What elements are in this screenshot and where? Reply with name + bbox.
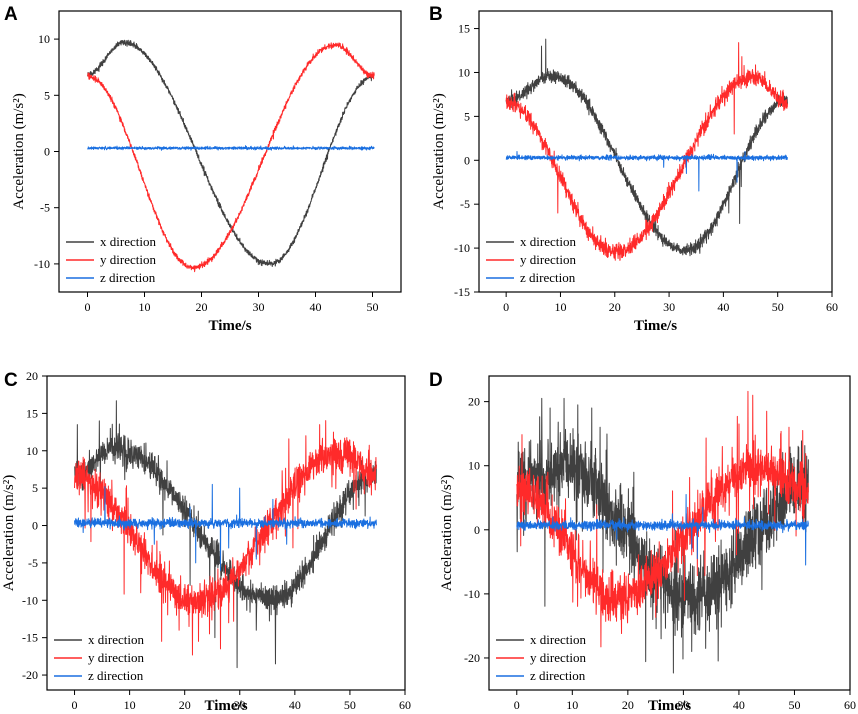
y-tick-label: 5	[464, 109, 470, 123]
y-tick-label: 5	[44, 88, 50, 102]
y-tick-label: -15	[22, 631, 38, 645]
series-line-x-direction	[74, 400, 377, 669]
y-tick-label: 20	[26, 369, 38, 383]
x-tick-label: 30	[663, 300, 675, 314]
series-line-x-direction	[87, 39, 375, 268]
y-tick-label: 0	[464, 153, 470, 167]
y-tick-label: 5	[32, 481, 38, 495]
panel-d-chart: D 0 10 20 30 40 50 60 -20 -10 0 10 20 Time/s Accelerat…	[429, 370, 856, 714]
x-tick-label: 30	[253, 300, 265, 314]
x-tick-label: 60	[844, 698, 856, 712]
y-tick-label: 15	[26, 406, 38, 420]
x-tick-label: 20	[179, 698, 191, 712]
x-tick-label: 50	[772, 300, 784, 314]
y-axis-title: Acceleration (m/s²)	[1, 475, 17, 592]
y-tick-label: 0	[32, 519, 38, 533]
series-line-y-direction	[87, 42, 375, 273]
y-tick-label: -5	[28, 556, 38, 570]
x-tick-label: 50	[344, 698, 356, 712]
x-tick-label: 0	[514, 698, 520, 712]
y-tick-label: 10	[458, 65, 470, 79]
y-tick-label: 20	[468, 395, 480, 409]
x-tick-label: 60	[399, 698, 411, 712]
panel-letter: A	[4, 4, 18, 25]
y-tick-label: -10	[34, 257, 50, 271]
legend-entry: z direction	[530, 668, 586, 683]
y-axis-title: Acceleration (m/s²)	[439, 475, 455, 592]
legend-entry: y direction	[520, 252, 576, 267]
x-axis-title: Time/s	[208, 318, 251, 334]
panel-letter: B	[429, 4, 443, 25]
x-tick-label: 40	[733, 698, 745, 712]
plot-frame	[478, 10, 833, 293]
y-tick-label: -10	[464, 587, 480, 601]
series-line-z-direction	[74, 483, 377, 571]
x-tick-label: 20	[622, 698, 634, 712]
y-tick-label: 10	[38, 32, 50, 46]
y-tick-label: -20	[464, 651, 480, 665]
y-tick-label: -5	[40, 201, 50, 215]
x-tick-label: 10	[566, 698, 578, 712]
y-tick-label: 0	[44, 145, 50, 159]
panel-c-chart: C 0 10 20 30 40 50 60 -20 -15 -10 -5 0 5 10 15 20 Time/s A…	[1, 369, 411, 714]
legend-entry: x direction	[520, 234, 576, 249]
x-tick-label: 20	[196, 300, 208, 314]
series-line-y-direction	[505, 42, 788, 261]
x-tick-label: 40	[717, 300, 729, 314]
legend-entry: x direction	[100, 234, 156, 249]
x-tick-label: 50	[788, 698, 800, 712]
series-line-x-direction	[516, 397, 809, 674]
x-tick-label: 20	[609, 300, 621, 314]
y-tick-label: 15	[458, 22, 470, 36]
legend-entry: x direction	[88, 632, 144, 647]
legend-entry: z direction	[520, 270, 576, 285]
legend-entry: y direction	[88, 650, 144, 665]
y-tick-label: -10	[454, 241, 470, 255]
legend-entry: y direction	[100, 252, 156, 267]
y-axis-title: Acceleration (m/s²)	[431, 93, 447, 210]
series-line-z-direction	[87, 145, 375, 151]
y-tick-label: -5	[460, 197, 470, 211]
series-line-z-direction	[516, 494, 809, 566]
plot-frame	[488, 375, 851, 691]
y-tick-label: -10	[22, 593, 38, 607]
x-axis-title: Time/s	[648, 698, 691, 714]
panel-letter: D	[429, 370, 443, 391]
panel-letter: C	[4, 370, 18, 391]
x-tick-label: 60	[826, 300, 838, 314]
panel-b-chart: B 0 10 20 30 40 50 60 -15 -10 -5 0 5 10 15 Time/s Accele…	[429, 4, 838, 334]
x-tick-label: 40	[289, 698, 301, 712]
x-tick-label: 0	[85, 300, 91, 314]
y-tick-label: 0	[474, 523, 480, 537]
plot-frame	[46, 375, 406, 691]
y-tick-label: -20	[22, 668, 38, 682]
x-tick-label: 50	[367, 300, 379, 314]
y-tick-label: 10	[26, 444, 38, 458]
x-tick-label: 10	[139, 300, 151, 314]
x-tick-label: 0	[72, 698, 78, 712]
x-axis-title: Time/s	[634, 318, 677, 334]
panel-a-chart: A 0 10 20 30 40 50 -10 -5 0 5 10 Time/s Acceleration …	[4, 4, 402, 334]
y-tick-label: -15	[454, 285, 470, 299]
series-line-y-direction	[516, 390, 809, 648]
y-tick-label: 10	[468, 459, 480, 473]
x-tick-label: 30	[677, 698, 689, 712]
y-axis-title: Acceleration (m/s²)	[11, 93, 27, 210]
legend-entry: x direction	[530, 632, 586, 647]
legend-entry: y direction	[530, 650, 586, 665]
x-tick-label: 0	[503, 300, 509, 314]
legend-entry: z direction	[100, 270, 156, 285]
legend-entry: z direction	[88, 668, 144, 683]
x-tick-label: 10	[554, 300, 566, 314]
x-tick-label: 40	[310, 300, 322, 314]
x-tick-label: 10	[124, 698, 136, 712]
series-line-x-direction	[505, 38, 788, 257]
x-tick-label: 30	[234, 698, 246, 712]
series-line-z-direction	[505, 151, 788, 192]
x-axis-title: Time/s	[204, 698, 247, 714]
